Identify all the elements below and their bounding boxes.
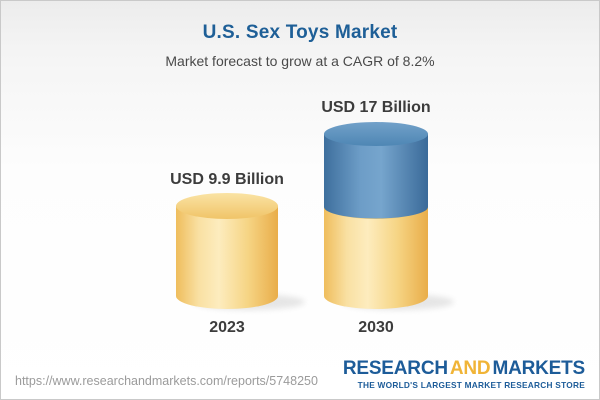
bar-2023-top-cap [176, 193, 278, 219]
report-url: https://www.researchandmarkets.com/repor… [15, 374, 318, 388]
logo-tagline: THE WORLD'S LARGEST MARKET RESEARCH STOR… [357, 380, 585, 391]
chart-subtitle: Market forecast to grow at a CAGR of 8.2… [165, 53, 435, 69]
value-label-2023: USD 9.9 Billion [170, 171, 284, 188]
category-label-2030: 2030 [358, 319, 394, 336]
logo-word-markets: MARKETS [492, 358, 585, 380]
bar-2023-bottom-cap [176, 283, 278, 309]
bar-2030-blue-top-cap [324, 122, 428, 146]
bar-2030-gold-body [324, 206, 428, 296]
chart-title: U.S. Sex Toys Market [202, 22, 398, 43]
bar-2023-body [176, 206, 278, 296]
bar-2030-blue-body [324, 134, 428, 207]
value-label-2030: USD 17 Billion [321, 99, 430, 116]
logo-word-research: RESEARCH [342, 358, 448, 380]
category-label-2023: 2023 [209, 319, 245, 336]
logo-word-and: AND [449, 358, 491, 380]
bar-2030-bottom-cap [324, 283, 428, 309]
logo-wordmark: RESEARCH AND MARKETS [343, 359, 585, 379]
bar-2023 [176, 193, 278, 309]
research-and-markets-logo: RESEARCH AND MARKETS THE WORLD'S LARGEST M… [343, 359, 585, 390]
bar-2030 [324, 122, 428, 309]
